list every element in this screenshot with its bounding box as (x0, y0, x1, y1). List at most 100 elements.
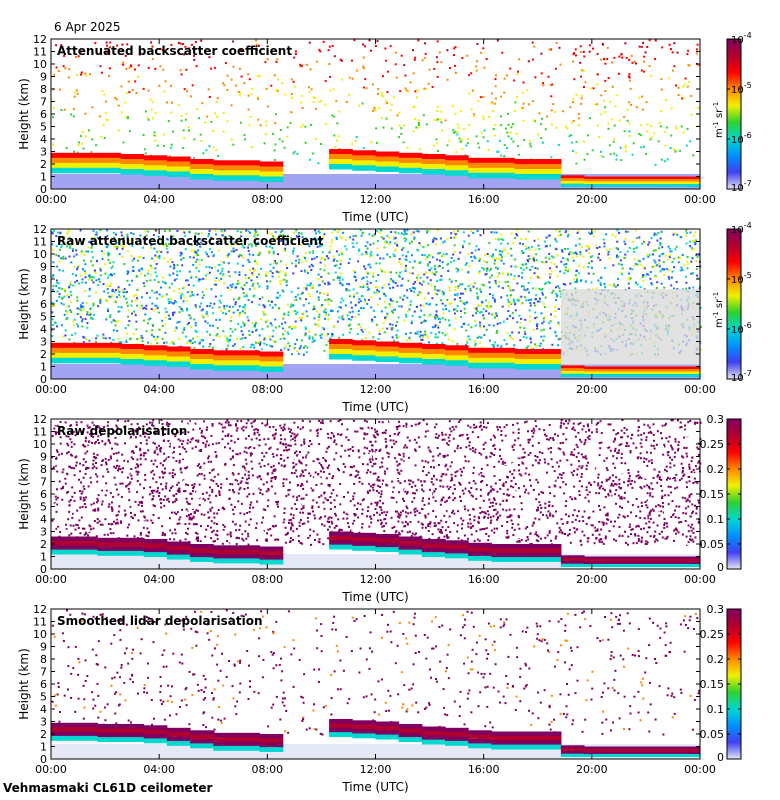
colorbar-tick-label: 0.15 (700, 488, 725, 501)
x-tick-label: 00:00 (684, 763, 716, 776)
y-tick-label: 2 (40, 158, 47, 171)
y-axis-label: Height (km) (17, 268, 31, 339)
y-tick-label: 6 (40, 108, 47, 121)
y-tick-label: 9 (40, 451, 47, 464)
x-tick-label: 04:00 (143, 193, 175, 206)
colorbar-tick-label: 10-4 (731, 31, 752, 46)
y-tick-label: 7 (40, 666, 47, 679)
y-tick-label: 9 (40, 641, 47, 654)
colorbar-tick-label: 0.3 (707, 603, 725, 616)
y-tick-label: 11 (33, 46, 47, 59)
x-tick-label: 12:00 (360, 573, 392, 586)
colorbar-tick-label: 10-7 (731, 369, 752, 384)
colorbar-tick-label: 0.1 (707, 703, 725, 716)
colorbar-tick-label: 0.25 (700, 438, 725, 451)
colorbar-tick-label: 10-4 (731, 221, 752, 236)
colorbar-tick-label: 0.25 (700, 628, 725, 641)
x-tick-label: 16:00 (468, 193, 500, 206)
y-tick-label: 5 (40, 121, 47, 134)
colorbar-tick-label: 10-6 (731, 131, 752, 146)
x-axis-label: Time (UTC) (341, 400, 408, 414)
colorbar: 0 0.05 0.1 0.15 0.2 0.25 0.3 (700, 603, 742, 764)
x-tick-label: 00:00 (684, 573, 716, 586)
y-tick-label: 4 (40, 323, 47, 336)
x-tick-label: 00:00 (684, 383, 716, 396)
colorbar-tick-label: 0.2 (707, 653, 725, 666)
y-tick-label: 0 (40, 373, 47, 386)
x-tick-label: 20:00 (576, 383, 608, 396)
y-tick-label: 7 (40, 286, 47, 299)
panel-title: Attenuated backscatter coefficient (57, 44, 292, 58)
x-tick-label: 00:00 (35, 193, 67, 206)
panel-title: Smoothed lidar depolarisation (57, 614, 263, 628)
y-axis-label: Height (km) (17, 648, 31, 719)
colorbar: 10-7 10-6 10-5 10-4 m-1 sr-1 (712, 31, 752, 194)
y-tick-label: 3 (40, 716, 47, 729)
x-tick-label: 16:00 (468, 763, 500, 776)
x-tick-label: 00:00 (35, 383, 67, 396)
panel-title: Raw attenuated backscatter coefficient (57, 234, 324, 248)
colorbar: 0 0.05 0.1 0.15 0.2 0.25 0.3 (700, 413, 742, 574)
colorbar-unit: m-1 sr-1 (712, 292, 725, 328)
colorbar-tick-label: 0 (717, 751, 724, 764)
x-tick-label: 08:00 (251, 763, 283, 776)
y-tick-label: 9 (40, 71, 47, 84)
y-tick-label: 8 (40, 463, 47, 476)
y-tick-label: 3 (40, 146, 47, 159)
masked-area (560, 289, 700, 366)
colorbar-tick-label: 0.2 (707, 463, 725, 476)
y-tick-label: 5 (40, 311, 47, 324)
colorbar-tick-label: 10-5 (731, 271, 752, 286)
x-tick-label: 00:00 (684, 193, 716, 206)
y-tick-label: 9 (40, 261, 47, 274)
y-tick-label: 8 (40, 83, 47, 96)
y-tick-label: 2 (40, 538, 47, 551)
colorbar-tick-label: 10-5 (731, 81, 752, 96)
y-tick-label: 1 (40, 551, 47, 564)
y-tick-label: 8 (40, 273, 47, 286)
y-tick-label: 3 (40, 336, 47, 349)
x-tick-label: 00:00 (35, 573, 67, 586)
y-tick-label: 5 (40, 501, 47, 514)
x-tick-label: 16:00 (468, 383, 500, 396)
x-tick-label: 12:00 (360, 763, 392, 776)
y-tick-label: 0 (40, 183, 47, 196)
y-tick-label: 4 (40, 513, 47, 526)
y-tick-label: 2 (40, 728, 47, 741)
x-tick-label: 16:00 (468, 573, 500, 586)
y-tick-label: 11 (33, 236, 47, 249)
y-tick-label: 0 (40, 563, 47, 576)
x-axis-label: Time (UTC) (341, 210, 408, 224)
colorbar: 10-7 10-6 10-5 10-4 m-1 sr-1 (712, 221, 752, 384)
x-tick-label: 04:00 (143, 383, 175, 396)
x-tick-label: 20:00 (576, 763, 608, 776)
y-tick-label: 6 (40, 298, 47, 311)
colorbar-scale (726, 228, 742, 380)
y-tick-label: 6 (40, 488, 47, 501)
y-tick-label: 6 (40, 678, 47, 691)
y-tick-label: 0 (40, 753, 47, 766)
y-tick-label: 7 (40, 96, 47, 109)
x-tick-label: 08:00 (251, 193, 283, 206)
colorbar-scale (726, 38, 742, 190)
x-tick-label: 04:00 (143, 763, 175, 776)
y-tick-label: 10 (33, 58, 47, 71)
y-tick-label: 12 (33, 413, 47, 426)
date-label: 6 Apr 2025 (54, 20, 121, 34)
panel-title: Raw depolarisation (57, 424, 187, 438)
y-tick-label: 1 (40, 741, 47, 754)
noise-field (51, 419, 702, 546)
x-axis-label: Time (UTC) (341, 590, 408, 604)
colorbar-tick-label: 10-7 (731, 179, 752, 194)
y-axis-label: Height (km) (17, 458, 31, 529)
x-tick-label: 12:00 (360, 383, 392, 396)
colorbar-tick-label: 0 (717, 561, 724, 574)
y-tick-label: 10 (33, 628, 47, 641)
x-tick-label: 08:00 (251, 383, 283, 396)
y-tick-label: 1 (40, 361, 47, 374)
colorbar-tick-label: 0.05 (700, 538, 725, 551)
y-tick-label: 1 (40, 171, 47, 184)
y-tick-label: 5 (40, 691, 47, 704)
y-tick-label: 11 (33, 616, 47, 629)
